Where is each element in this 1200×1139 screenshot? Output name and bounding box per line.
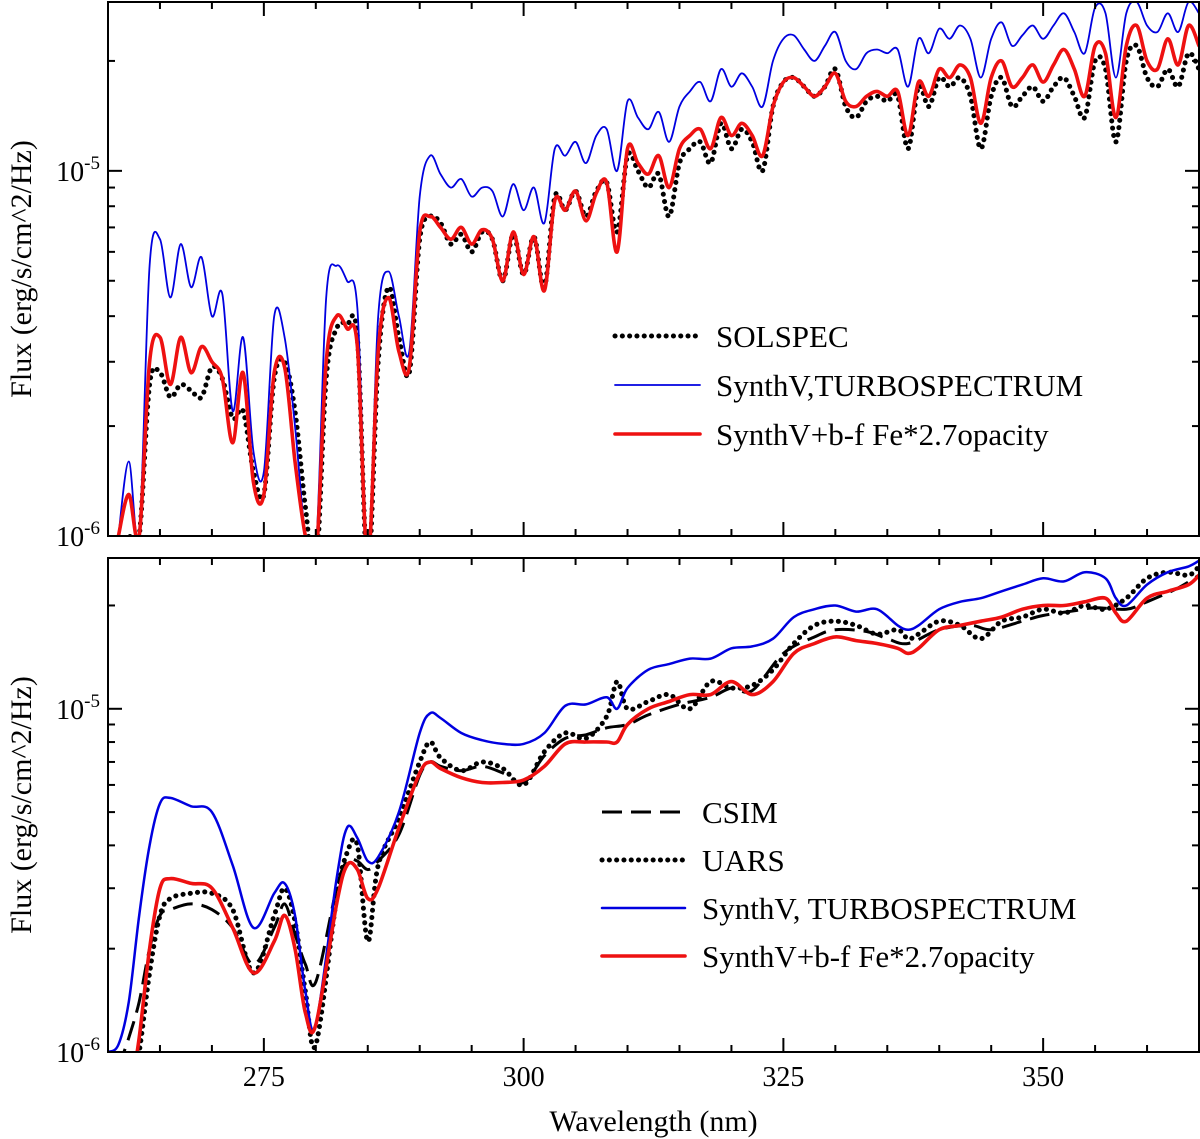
series-group [116, 2, 1199, 536]
plot-frame [107, 557, 1200, 1053]
x-axis-title: Wavelength (nm) [549, 1105, 757, 1138]
legend-label: SynthV+b-f Fe*2.7opacity [702, 939, 1035, 974]
y-tick-label: 10-6 [56, 1034, 100, 1069]
x-tick-label: 275 [243, 1062, 285, 1093]
legend-label: SynthV+b-f Fe*2.7opacity [716, 417, 1049, 452]
y-axis-title: Flux (erg/s/cm^2/Hz) [5, 676, 38, 934]
series-line-synthv-turbospectrum [117, 2, 1199, 536]
legend: CSIM UARS SynthV, TURBOSPECTRUM SynthV+b-f … [599, 795, 1076, 974]
series-line-csim [122, 573, 1199, 1052]
legend-label: SynthV, TURBOSPECTRUM [702, 891, 1076, 926]
x-tick-label: 300 [503, 1062, 545, 1093]
chart-panels: 10-6 10-5 Flux (erg/s/cm^2/Hz) SOLSPEC Synth… [5, 1, 1200, 1138]
panel-bottom: 275 300 325 350 10-6 10-5 Flux (erg/s/cm^2/Hz)… [5, 557, 1200, 1138]
legend-label: UARS [702, 843, 785, 878]
x-tick-label: 325 [762, 1062, 804, 1093]
series-line-synthv-turbospectrum [108, 559, 1199, 1052]
legend-label: SynthV,TURBOSPECTRUM [716, 368, 1083, 403]
plot-frame [107, 1, 1200, 537]
series-line-synthv-b-f-fe-2-7opacity [116, 23, 1199, 536]
legend: SOLSPEC SynthV,TURBOSPECTRUM SynthV+b-f Fe… [612, 319, 1083, 452]
series-line-uars [136, 563, 1199, 1052]
panel-top: 10-6 10-5 Flux (erg/s/cm^2/Hz) SOLSPEC Synth… [5, 1, 1200, 553]
legend-label: CSIM [702, 795, 778, 830]
y-tick-label: 10-6 [56, 518, 100, 553]
y-tick-label: 10-5 [56, 691, 100, 726]
legend-label: SOLSPEC [716, 319, 849, 354]
y-tick-label: 10-5 [56, 153, 100, 188]
series-line-synthv-b-f-fe-2-7opacity [135, 573, 1199, 1052]
series-line-solspec [124, 42, 1199, 536]
x-tick-label: 350 [1022, 1062, 1064, 1093]
series-group [108, 559, 1199, 1052]
y-axis-title: Flux (erg/s/cm^2/Hz) [5, 140, 38, 398]
